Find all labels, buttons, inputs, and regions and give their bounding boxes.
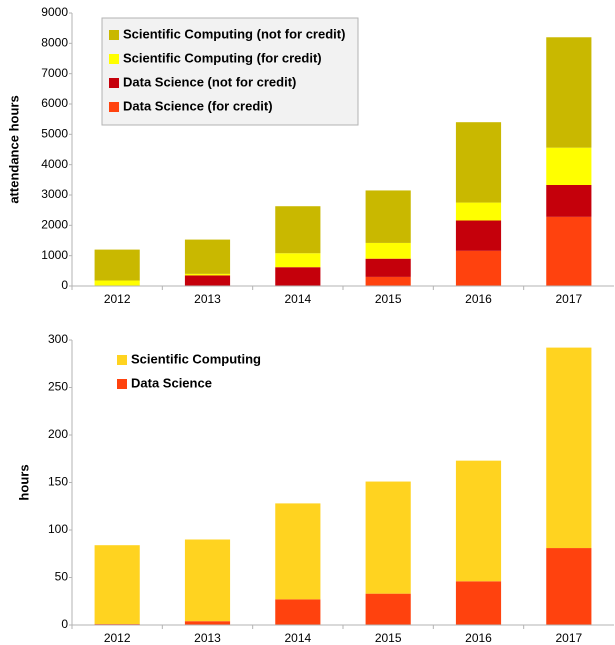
bar-segment: [365, 481, 411, 594]
bar-segment: [546, 347, 592, 549]
bar-segment: [455, 220, 502, 251]
y-tick-label: 0: [61, 278, 68, 292]
y-tick-label: 100: [48, 522, 68, 536]
y-axis-label: hours: [16, 464, 31, 500]
bar-segment: [455, 250, 502, 286]
legend-swatch: [109, 30, 119, 40]
bar-segment: [275, 206, 321, 254]
bar-segment: [365, 276, 411, 286]
bar-segment: [546, 147, 592, 185]
x-tick-label: 2012: [104, 292, 131, 306]
legend-box: [101, 17, 359, 126]
bar-segment: [455, 581, 502, 625]
bar-segment: [455, 460, 502, 582]
y-tick-label: 1000: [41, 248, 68, 262]
bar-segment: [546, 37, 592, 148]
y-tick-label: 150: [48, 475, 68, 489]
legend-label: Scientific Computing: [131, 351, 261, 366]
y-axis-label: attendance hours: [6, 95, 21, 203]
bar-segment: [546, 184, 592, 217]
bar-segment: [275, 503, 321, 600]
x-tick-label: 2013: [194, 292, 221, 306]
y-tick-label: 2000: [41, 218, 68, 232]
legend-swatch: [109, 102, 119, 112]
legend-swatch: [117, 379, 127, 389]
bar-segment: [365, 258, 411, 277]
y-tick-label: 7000: [41, 66, 68, 80]
bar-segment: [275, 253, 321, 268]
y-tick-label: 6000: [41, 96, 68, 110]
x-tick-label: 2016: [465, 631, 492, 645]
x-tick-label: 2015: [375, 631, 402, 645]
bar-segment: [365, 593, 411, 625]
y-tick-label: 250: [48, 380, 68, 394]
bar-segment: [184, 275, 231, 286]
legend-swatch: [109, 78, 119, 88]
x-tick-label: 2017: [555, 631, 582, 645]
bar-segment: [546, 548, 592, 625]
y-tick-label: 0: [61, 617, 68, 631]
y-tick-label: 5000: [41, 127, 68, 141]
bar-segment: [546, 216, 592, 286]
bar-segment: [365, 190, 411, 243]
y-tick-label: 8000: [41, 36, 68, 50]
bar-segment: [94, 249, 140, 281]
y-tick-label: 200: [48, 427, 68, 441]
x-tick-label: 2014: [284, 631, 311, 645]
x-tick-label: 2017: [555, 292, 582, 306]
legend-label: Data Science (for credit): [123, 98, 273, 113]
bar-segment: [455, 122, 502, 203]
y-tick-label: 3000: [41, 187, 68, 201]
bar-segment: [184, 621, 231, 625]
x-tick-label: 2013: [194, 631, 221, 645]
legend-label: Scientific Computing (not for credit): [123, 26, 345, 41]
bar-segment: [94, 280, 140, 286]
y-tick-label: 9000: [41, 5, 68, 19]
bar-segment: [184, 239, 231, 274]
x-tick-label: 2014: [284, 292, 311, 306]
y-tick-label: 50: [55, 570, 69, 584]
bar-segment: [275, 267, 321, 286]
bar-segment: [275, 599, 321, 625]
x-tick-label: 2015: [375, 292, 402, 306]
legend-label: Scientific Computing (for credit): [123, 50, 322, 65]
y-tick-label: 4000: [41, 157, 68, 171]
legend-swatch: [117, 355, 127, 365]
legend-label: Data Science (not for credit): [123, 74, 296, 89]
legend-label: Data Science: [131, 375, 212, 390]
bar-segment: [94, 545, 140, 625]
x-tick-label: 2012: [104, 631, 131, 645]
y-tick-label: 300: [48, 332, 68, 346]
x-tick-label: 2016: [465, 292, 492, 306]
legend-swatch: [109, 54, 119, 64]
bar-segment: [184, 273, 231, 276]
bar-segment: [455, 202, 502, 221]
bar-segment: [184, 539, 231, 622]
bar-segment: [365, 242, 411, 259]
